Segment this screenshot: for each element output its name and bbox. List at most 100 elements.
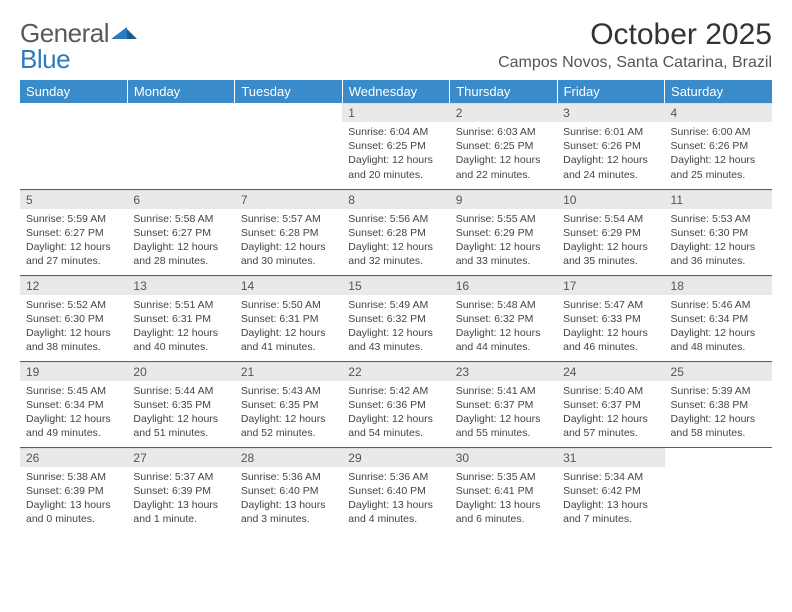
day-details: Sunrise: 5:36 AMSunset: 6:40 PMDaylight:… [235, 467, 342, 531]
daylight-text: Daylight: 12 hours and 27 minutes. [26, 240, 121, 268]
daylight-text: Daylight: 13 hours and 4 minutes. [348, 498, 443, 526]
calendar-week-row: 26 Sunrise: 5:38 AMSunset: 6:39 PM Dayligh… [20, 447, 772, 533]
sunrise-text: Sunrise: 5:51 AM [133, 298, 228, 312]
calendar-cell: 29Sunrise: 5:36 AMSunset: 6:40 PMDayligh… [342, 447, 449, 533]
calendar-cell: 7Sunrise: 5:57 AMSunset: 6:28 PMDaylight… [235, 189, 342, 275]
calendar-cell: . [20, 103, 127, 189]
calendar-cell: 11Sunrise: 5:53 AMSunset: 6:30 PMDayligh… [665, 189, 772, 275]
daylight-text: Daylight: 12 hours and 24 minutes. [563, 153, 658, 181]
day-number: 23 [450, 362, 557, 381]
sunset-text: Sunset: 6:25 PM [456, 139, 551, 153]
sunset-text: Sunset: 6:34 PM [671, 312, 766, 326]
daylight-text: Daylight: 12 hours and 22 minutes. [456, 153, 551, 181]
calendar-cell: 31Sunrise: 5:34 AMSunset: 6:42 PMDayligh… [557, 447, 664, 533]
day-details: Sunrise: 5:44 AMSunset: 6:35 PMDaylight:… [127, 381, 234, 445]
calendar-cell: . [665, 447, 772, 533]
sunrise-text: Sunrise: 5:57 AM [241, 212, 336, 226]
calendar-body: ...1Sunrise: 6:04 AMSunset: 6:25 PMDayli… [20, 103, 772, 533]
day-details: Sunrise: 5:51 AMSunset: 6:31 PMDaylight:… [127, 295, 234, 359]
sunset-text: Sunset: 6:32 PM [348, 312, 443, 326]
day-number: 26 [20, 448, 127, 467]
sunrise-text: Sunrise: 5:58 AM [133, 212, 228, 226]
logo-text-2: Blue [20, 44, 70, 74]
calendar-week-row: 12Sunrise: 5:52 AMSunset: 6:30 PMDayligh… [20, 275, 772, 361]
day-number: 9 [450, 190, 557, 209]
day-header: Wednesday [342, 80, 449, 103]
calendar-cell: 23Sunrise: 5:41 AMSunset: 6:37 PMDayligh… [450, 361, 557, 447]
daylight-text: Daylight: 12 hours and 32 minutes. [348, 240, 443, 268]
day-number: 13 [127, 276, 234, 295]
sunrise-text: Sunrise: 5:48 AM [456, 298, 551, 312]
day-number: 12 [20, 276, 127, 295]
daylight-text: Daylight: 12 hours and 36 minutes. [671, 240, 766, 268]
day-number: 2 [450, 103, 557, 122]
sunrise-text: Sunrise: 5:38 AM [26, 470, 121, 484]
sunrise-text: Sunrise: 5:45 AM [26, 384, 121, 398]
sunrise-text: Sunrise: 5:41 AM [456, 384, 551, 398]
sunset-text: Sunset: 6:26 PM [563, 139, 658, 153]
day-number: 28 [235, 448, 342, 467]
sunrise-text: Sunrise: 5:43 AM [241, 384, 336, 398]
sunrise-text: Sunrise: 5:39 AM [671, 384, 766, 398]
calendar-cell: . [235, 103, 342, 189]
day-header: Friday [557, 80, 664, 103]
calendar-cell: 8Sunrise: 5:56 AMSunset: 6:28 PMDaylight… [342, 189, 449, 275]
sunrise-text: Sunrise: 5:36 AM [241, 470, 336, 484]
day-number: 24 [557, 362, 664, 381]
day-number: 27 [127, 448, 234, 467]
calendar-cell: 20Sunrise: 5:44 AMSunset: 6:35 PMDayligh… [127, 361, 234, 447]
day-number: 22 [342, 362, 449, 381]
calendar-cell: 30Sunrise: 5:35 AMSunset: 6:41 PMDayligh… [450, 447, 557, 533]
day-details: Sunrise: 5:39 AMSunset: 6:38 PMDaylight:… [665, 381, 772, 445]
sunset-text: Sunset: 6:37 PM [563, 398, 658, 412]
sunrise-text: Sunrise: 5:53 AM [671, 212, 766, 226]
day-number: 10 [557, 190, 664, 209]
day-number: 4 [665, 103, 772, 122]
day-number: 18 [665, 276, 772, 295]
day-number: 20 [127, 362, 234, 381]
day-number: 1 [342, 103, 449, 122]
calendar-week-row: ...1Sunrise: 6:04 AMSunset: 6:25 PMDayli… [20, 103, 772, 189]
day-details: Sunrise: 5:41 AMSunset: 6:37 PMDaylight:… [450, 381, 557, 445]
calendar-cell: 12Sunrise: 5:52 AMSunset: 6:30 PMDayligh… [20, 275, 127, 361]
calendar-cell: 13Sunrise: 5:51 AMSunset: 6:31 PMDayligh… [127, 275, 234, 361]
sunrise-text: Sunrise: 5:54 AM [563, 212, 658, 226]
calendar-cell: 4Sunrise: 6:00 AMSunset: 6:26 PMDaylight… [665, 103, 772, 189]
calendar-table: Sunday Monday Tuesday Wednesday Thursday… [20, 80, 772, 533]
calendar-cell: 24Sunrise: 5:40 AMSunset: 6:37 PMDayligh… [557, 361, 664, 447]
day-details: Sunrise: 5:48 AMSunset: 6:32 PMDaylight:… [450, 295, 557, 359]
day-number: 15 [342, 276, 449, 295]
calendar-cell: 17Sunrise: 5:47 AMSunset: 6:33 PMDayligh… [557, 275, 664, 361]
daylight-text: Daylight: 12 hours and 44 minutes. [456, 326, 551, 354]
day-details: Sunrise: 5:43 AMSunset: 6:35 PMDaylight:… [235, 381, 342, 445]
sunset-text: Sunset: 6:37 PM [456, 398, 551, 412]
daylight-text: Daylight: 12 hours and 41 minutes. [241, 326, 336, 354]
sunset-text: Sunset: 6:39 PM [26, 484, 121, 498]
daylight-text: Daylight: 13 hours and 1 minute. [133, 498, 228, 526]
daylight-text: Daylight: 12 hours and 40 minutes. [133, 326, 228, 354]
location-text: Campos Novos, Santa Catarina, Brazil [498, 54, 772, 72]
daylight-text: Daylight: 12 hours and 46 minutes. [563, 326, 658, 354]
day-details: Sunrise: 5:56 AMSunset: 6:28 PMDaylight:… [342, 209, 449, 273]
day-details: Sunrise: 6:00 AMSunset: 6:26 PMDaylight:… [665, 122, 772, 186]
calendar-cell: 5Sunrise: 5:59 AMSunset: 6:27 PMDaylight… [20, 189, 127, 275]
daylight-text: Daylight: 12 hours and 20 minutes. [348, 153, 443, 181]
calendar-cell: 19Sunrise: 5:45 AMSunset: 6:34 PMDayligh… [20, 361, 127, 447]
day-header: Thursday [450, 80, 557, 103]
sunrise-text: Sunrise: 5:52 AM [26, 298, 121, 312]
sunrise-text: Sunrise: 5:59 AM [26, 212, 121, 226]
calendar-cell: 18Sunrise: 5:46 AMSunset: 6:34 PMDayligh… [665, 275, 772, 361]
day-number: 25 [665, 362, 772, 381]
day-details: Sunrise: 5:57 AMSunset: 6:28 PMDaylight:… [235, 209, 342, 273]
calendar-week-row: 19Sunrise: 5:45 AMSunset: 6:34 PMDayligh… [20, 361, 772, 447]
daylight-text: Daylight: 12 hours and 35 minutes. [563, 240, 658, 268]
day-details: Sunrise: 5:59 AMSunset: 6:27 PMDaylight:… [20, 209, 127, 273]
sunset-text: Sunset: 6:40 PM [348, 484, 443, 498]
daylight-text: Daylight: 13 hours and 6 minutes. [456, 498, 551, 526]
sunrise-text: Sunrise: 5:36 AM [348, 470, 443, 484]
daylight-text: Daylight: 12 hours and 51 minutes. [133, 412, 228, 440]
day-details: Sunrise: 5:50 AMSunset: 6:31 PMDaylight:… [235, 295, 342, 359]
day-details: Sunrise: 5:54 AMSunset: 6:29 PMDaylight:… [557, 209, 664, 273]
calendar-head: Sunday Monday Tuesday Wednesday Thursday… [20, 80, 772, 103]
sunrise-text: Sunrise: 6:03 AM [456, 125, 551, 139]
